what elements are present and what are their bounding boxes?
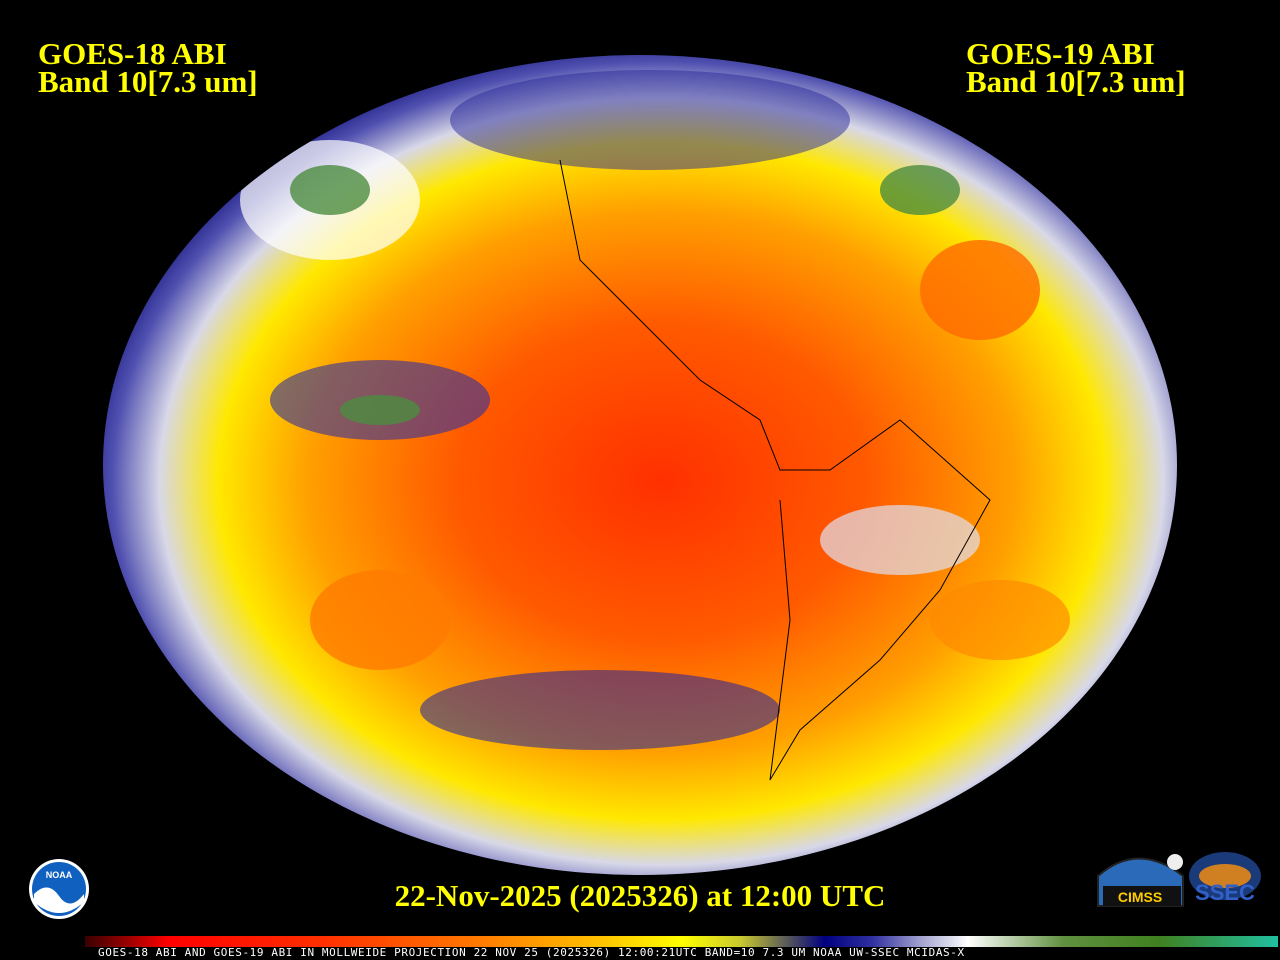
coastline-americas xyxy=(559,159,991,781)
band-label: Band 10[7.3 um] xyxy=(966,64,1186,99)
color-scale-bar xyxy=(85,936,1278,947)
date-label: 22-Nov-2025 (2025326) at 12:00 UTC xyxy=(394,878,886,913)
footer-caption: GOES-18 ABI AND GOES-19 ABI IN MOLLWEIDE… xyxy=(98,946,965,959)
satellite-name: GOES-19 ABI xyxy=(966,36,1155,71)
band-label: Band 10[7.3 um] xyxy=(38,64,258,99)
cimss-ssec-logo: CIMSS SSEC xyxy=(1097,852,1261,907)
satellite-name: GOES-18 ABI xyxy=(38,36,227,71)
earth-disk xyxy=(103,55,1177,875)
weather-features xyxy=(240,70,1070,750)
svg-text:NOAA: NOAA xyxy=(46,870,73,880)
right-satellite-title: GOES-19 ABI Band 10[7.3 um] xyxy=(966,36,1186,99)
left-satellite-title: GOES-18 ABI Band 10[7.3 um] xyxy=(38,36,258,99)
noaa-logo: NOAA xyxy=(29,859,89,919)
svg-text:SSEC: SSEC xyxy=(1195,880,1255,905)
svg-text:CIMSS: CIMSS xyxy=(1118,889,1162,905)
